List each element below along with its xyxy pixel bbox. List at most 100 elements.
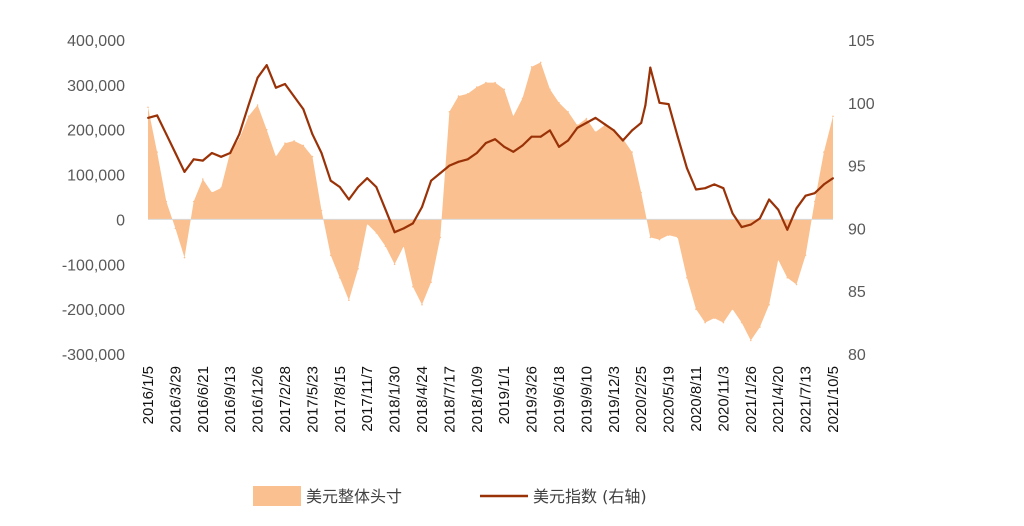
dollar-index-point [804,194,807,197]
position-point [777,259,779,261]
right-tick-label: 90 [848,221,866,238]
position-point [256,104,259,106]
position-point [339,276,341,279]
position-point [768,303,770,306]
dollar-index-point [822,183,825,186]
position-point [329,254,332,257]
position-point [485,81,487,84]
left-tick-label: 300,000 [67,78,125,95]
x-tick-label: 2021/7/13 [798,366,815,433]
dollar-index-point [393,231,396,234]
position-point [813,200,816,203]
dollar-index-point [631,129,634,132]
dollar-index-point [640,121,643,124]
dollar-index-point [644,104,647,107]
x-tick-label: 2017/2/28 [277,366,294,433]
line-series-layer [147,63,834,234]
dollar-index-point [558,145,560,148]
dollar-index-point [795,207,798,210]
position-point [804,254,807,257]
position-point [649,236,652,239]
right-tick-label: 105 [848,33,875,50]
position-point [476,86,478,88]
dollar-index-point [484,142,487,144]
position-point [192,200,195,203]
legend-swatch-area [253,486,301,506]
legend: 美元整体头寸 美元指数 (右轴) [253,486,647,506]
dollar-index-point [603,123,606,126]
dollar-index-point [740,226,743,229]
dollar-index-point [658,101,661,104]
dollar-index-point [238,133,241,136]
dollar-index-point [512,150,515,153]
left-axis-ticks: 400,000 300,000 200,000 100,000 0 -100,000 -20… [62,33,125,364]
dollar-index-point [220,155,223,158]
position-point [759,326,761,328]
dollar-index-point [293,95,296,98]
x-tick-label: 2016/3/29 [167,366,184,433]
x-tick-label: 2016/12/6 [250,366,267,433]
position-point [247,115,250,118]
dollar-index-point [786,228,789,231]
x-tick-label: 2018/10/9 [469,366,486,433]
position-point [265,128,268,131]
dollar-index-point [713,183,716,186]
dollar-index-point [274,86,277,89]
dollar-index-point [338,186,341,188]
legend-label-area: 美元整体头寸 [306,487,402,506]
dollar-index-point [265,64,268,67]
position-point [293,140,295,142]
left-tick-label: 200,000 [67,123,125,140]
x-tick-label: 2020/2/25 [633,366,650,433]
x-tick-label: 2019/1/1 [496,366,513,424]
dollar-index-point [695,188,697,191]
dollar-index-point [777,208,780,211]
position-point [530,66,533,68]
position-point [695,308,697,310]
x-tick-label: 2021/4/20 [770,366,787,433]
x-tick-label: 2020/8/11 [688,366,705,432]
position-point [402,245,405,248]
position-area [148,62,833,341]
position-point [375,232,378,234]
dollar-index-point [758,217,761,220]
dollar-index-point [366,177,369,180]
position-point [384,245,387,248]
dollar-index-point [256,76,259,79]
dollar-index-point [749,223,752,226]
position-point [823,151,825,153]
position-point [147,106,149,109]
position-point [202,178,204,180]
dollar-index-point [539,135,542,138]
dollar-index-point [530,135,533,138]
dollar-index-point [576,126,579,129]
position-point [640,191,642,194]
dollar-index-point [567,139,570,142]
position-point [539,61,542,64]
x-tick-label: 2017/8/15 [332,366,349,433]
dollar-index-point [147,116,149,119]
dollar-index-point [612,129,615,132]
left-tick-label: -300,000 [62,347,125,364]
right-tick-label: 85 [848,284,866,301]
dollar-index-point [284,83,286,85]
dollar-index-point [649,66,652,69]
dollar-index-point [768,198,771,201]
dollar-index-point [201,159,204,162]
dollar-index-point [503,145,506,148]
position-point [631,151,633,153]
dollar-index-point [402,227,405,230]
position-point [494,81,496,84]
left-tick-label: 0 [116,212,125,229]
position-point [713,317,716,319]
dollar-index-point [813,192,816,195]
dollar-index-point [302,108,305,111]
position-point [284,142,286,144]
dollar-index-point [494,138,497,141]
position-point [238,137,241,140]
position-point [275,155,277,158]
dollar-index-point [676,135,679,138]
position-point [357,268,359,270]
position-point [704,321,706,324]
